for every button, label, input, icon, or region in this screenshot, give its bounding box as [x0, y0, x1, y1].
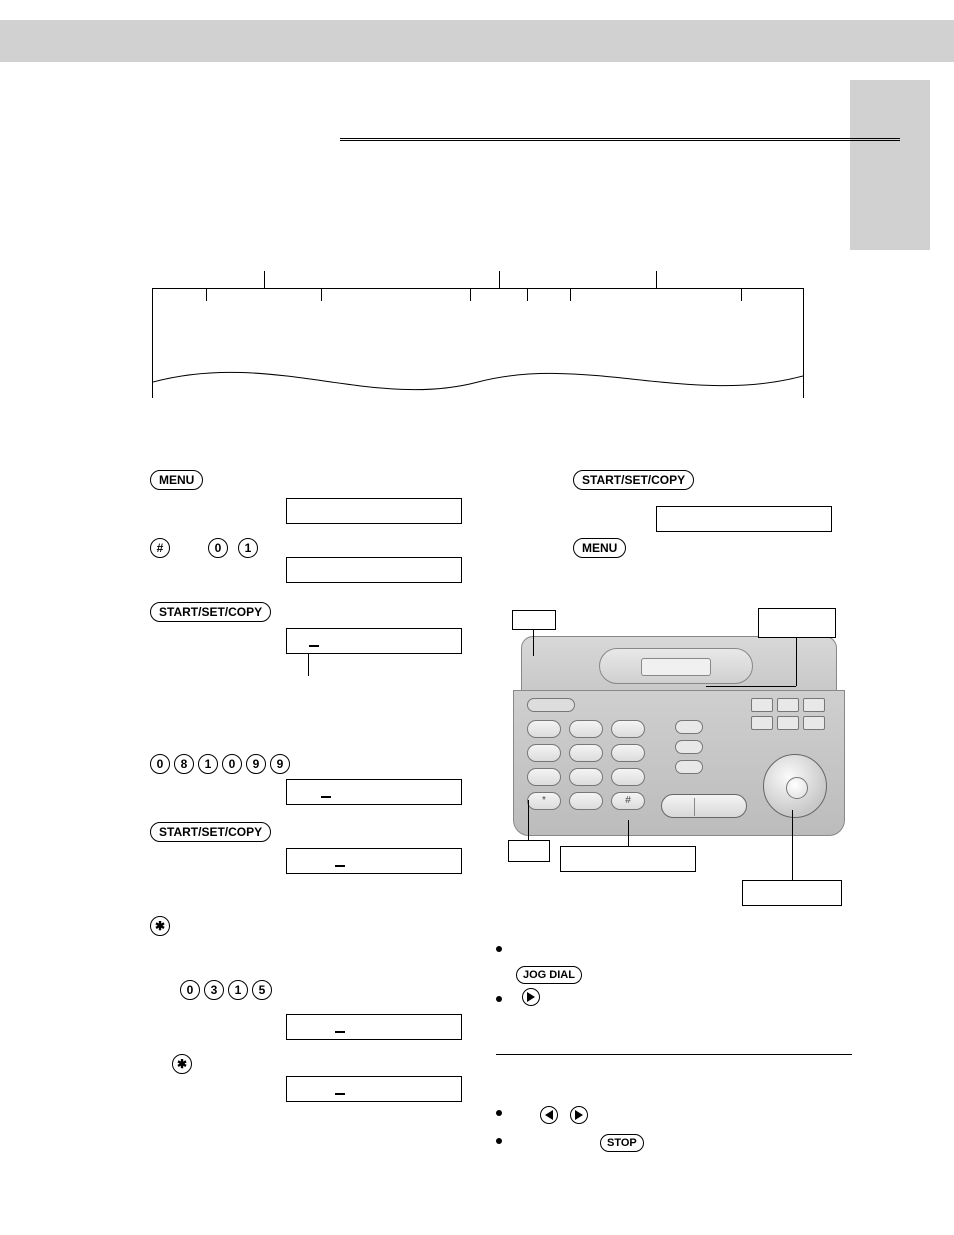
digit-1-key[interactable]: 1	[198, 754, 218, 774]
nav-arrow-keys-bottom	[540, 1106, 588, 1124]
menu-key[interactable]: MENU	[573, 538, 626, 558]
digit-5-key[interactable]: 5	[252, 980, 272, 1000]
label-brace	[570, 288, 742, 302]
step6-subkeys: 0 3 1 5	[180, 980, 272, 1000]
label-strip-curve	[153, 360, 803, 398]
digit-9-key[interactable]: 9	[246, 754, 266, 774]
bullet	[496, 1138, 502, 1144]
step2-lcd	[286, 557, 462, 583]
menu-key[interactable]: MENU	[150, 470, 203, 490]
jog-dial-key[interactable]: JOG DIAL	[516, 966, 582, 984]
device-speaker-pill	[527, 698, 575, 712]
right-arrow-inline	[522, 988, 540, 1006]
step8-keys: MENU	[573, 538, 626, 558]
digit-0-key[interactable]: 0	[150, 754, 170, 774]
digit-1-key[interactable]: 1	[238, 538, 258, 558]
step4-lcd	[286, 779, 462, 805]
step4-keys: 0 8 1 0 9 9	[150, 754, 290, 774]
jogdial-inline: JOG DIAL	[516, 966, 582, 984]
step3-cursor-leader	[308, 654, 309, 676]
right-arrow-key[interactable]	[570, 1106, 588, 1124]
start-callout	[560, 846, 696, 872]
digit-9-key[interactable]: 9	[270, 754, 290, 774]
callout-leader	[628, 820, 629, 846]
digit-8-key[interactable]: 8	[174, 754, 194, 774]
arrows-callout	[512, 610, 556, 630]
label-strip	[152, 288, 804, 398]
bullet	[496, 946, 502, 952]
step7-keys: START/SET/COPY	[573, 470, 694, 490]
bullet	[496, 996, 502, 1002]
digit-0-key[interactable]: 0	[222, 754, 242, 774]
start-set-copy-key[interactable]: START/SET/COPY	[150, 822, 271, 842]
device-rect-cluster	[751, 698, 827, 734]
digit-0-key[interactable]: 0	[180, 980, 200, 1000]
device-keypad	[527, 720, 655, 816]
device-mid-button-3	[675, 760, 703, 774]
device-start-bar	[661, 794, 747, 818]
label-brace	[470, 288, 528, 302]
callout-leader	[706, 686, 796, 687]
digit-3-key[interactable]: 3	[204, 980, 224, 1000]
stop-key[interactable]: STOP	[600, 1134, 644, 1152]
left-arrow-icon	[545, 1110, 553, 1120]
step7-lcd	[656, 506, 832, 532]
step6-star2: ✱	[172, 1054, 192, 1074]
step5-keys: START/SET/COPY	[150, 822, 271, 842]
double-rule	[340, 138, 900, 141]
step1-keys: MENU	[150, 470, 203, 490]
step6-lcd1	[286, 1014, 462, 1040]
jog-callout	[742, 880, 842, 906]
right-arrow-icon	[575, 1110, 583, 1120]
start-set-copy-key[interactable]: START/SET/COPY	[150, 602, 271, 622]
step6-keys: ✱	[150, 916, 170, 936]
step5-lcd	[286, 848, 462, 874]
side-gray-block	[850, 80, 930, 250]
menu-callout	[508, 840, 550, 862]
step6-lcd2	[286, 1076, 462, 1102]
top-banner	[0, 20, 954, 62]
step3-keys: START/SET/COPY	[150, 602, 271, 622]
star-key[interactable]: ✱	[172, 1054, 192, 1074]
bullet	[496, 1110, 502, 1116]
step3-lcd	[286, 628, 462, 654]
step1-lcd	[286, 498, 462, 524]
star-key[interactable]: ✱	[150, 916, 170, 936]
left-arrow-key[interactable]	[540, 1106, 558, 1124]
device-mid-button-2	[675, 740, 703, 754]
callout-leader	[792, 810, 793, 880]
stop-callout	[758, 608, 836, 638]
right-arrow-key[interactable]	[522, 988, 540, 1006]
digit-0-key[interactable]: 0	[208, 538, 228, 558]
label-brace	[206, 288, 322, 302]
device-display	[641, 658, 711, 676]
hash-key[interactable]: #	[150, 538, 170, 558]
device-mid-button-1	[675, 720, 703, 734]
callout-leader	[533, 630, 534, 656]
digit-1-key[interactable]: 1	[228, 980, 248, 1000]
right-arrow-icon	[527, 992, 535, 1002]
callout-leader	[528, 800, 529, 840]
callout-leader	[796, 638, 797, 686]
step2-keys: # 0 1	[150, 538, 258, 558]
stop-inline: STOP	[600, 1134, 644, 1152]
start-set-copy-key[interactable]: START/SET/COPY	[573, 470, 694, 490]
thin-rule	[496, 1054, 852, 1055]
device-jog-dial	[763, 754, 827, 818]
